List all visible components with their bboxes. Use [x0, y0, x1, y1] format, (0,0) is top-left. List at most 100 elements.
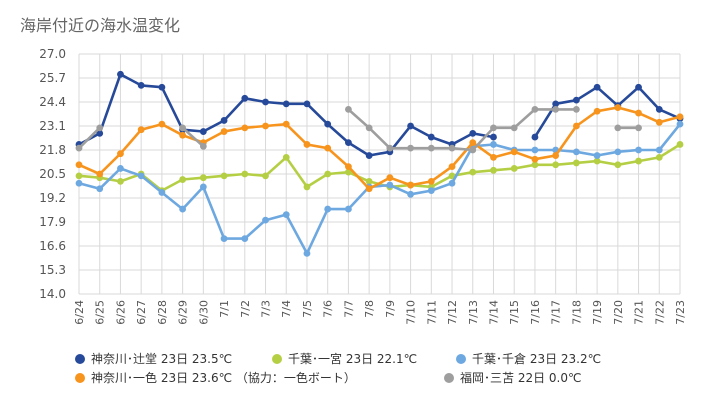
data-point — [96, 129, 104, 137]
data-point — [241, 235, 249, 243]
data-point — [655, 153, 663, 161]
y-tick-label: 27.0 — [39, 47, 66, 61]
data-point — [572, 122, 580, 130]
y-tick-label: 21.8 — [39, 143, 66, 157]
y-tick-label: 17.9 — [39, 215, 66, 229]
series-line — [347, 108, 578, 152]
data-point — [220, 172, 228, 180]
data-point — [531, 155, 539, 163]
y-axis-ticks: 14.0 15.3 16.6 17.9 19.2 20.5 21.8 23.1 24.4 25.7… — [39, 47, 66, 301]
data-point — [593, 152, 601, 159]
x-tick-label: 7/10 — [405, 300, 418, 325]
data-point — [676, 113, 684, 121]
x-tick-label: 7/12 — [446, 300, 459, 325]
data-point — [137, 172, 145, 180]
data-point — [386, 144, 394, 152]
data-point — [614, 124, 622, 132]
data-point — [262, 172, 269, 180]
y-tick-label: 19.2 — [39, 191, 66, 205]
x-tick-label: 6/26 — [114, 300, 127, 325]
data-point — [552, 161, 560, 169]
x-tick-label: 7/3 — [260, 300, 273, 318]
data-point — [241, 170, 249, 178]
data-point — [158, 189, 166, 196]
data-point — [593, 107, 601, 115]
x-tick-label: 7/13 — [467, 300, 480, 325]
data-point — [552, 152, 560, 159]
data-point — [676, 141, 684, 148]
legend: 神奈川･辻堂 23日 23.5℃ 千葉･一宮 23日 22.1℃ 千葉･千倉 23日… — [75, 351, 601, 385]
x-tick-label: 7/11 — [425, 300, 438, 325]
x-tick-label: 7/16 — [529, 300, 542, 325]
y-tick-label: 16.6 — [39, 239, 66, 253]
data-point — [199, 128, 207, 135]
data-point — [572, 159, 580, 167]
data-point — [593, 83, 601, 91]
data-point — [572, 148, 580, 156]
data-point — [469, 139, 477, 147]
legend-label: 千葉･一宮 23日 22.1℃ — [288, 351, 417, 366]
x-tick-label: 7/20 — [612, 300, 625, 325]
data-point — [75, 172, 83, 180]
legend-label: 神奈川･辻堂 23日 23.5℃ — [91, 352, 232, 366]
x-tick-label: 7/17 — [550, 300, 563, 325]
data-point — [676, 120, 684, 128]
data-point — [365, 152, 373, 159]
data-point — [282, 153, 290, 161]
data-point — [117, 165, 124, 172]
data-point — [303, 141, 311, 148]
data-point — [282, 120, 290, 128]
x-tick-label: 6/24 — [73, 300, 86, 325]
grid — [78, 53, 681, 295]
data-point — [635, 83, 642, 91]
x-tick-label: 7/2 — [239, 300, 252, 318]
data-point — [345, 105, 352, 113]
data-point — [303, 249, 311, 257]
data-point — [324, 144, 332, 152]
data-point — [96, 170, 104, 178]
series-line — [77, 122, 682, 255]
data-point — [531, 161, 539, 169]
data-point — [655, 118, 663, 126]
data-point — [469, 146, 477, 154]
data-point — [448, 144, 456, 152]
x-axis-ticks: 6/24 6/25 6/26 6/27 6/28 6/29 6/30 7/1 7/2 7/3 7/4… — [73, 300, 687, 325]
legend-item: 神奈川･一色 23日 23.6℃ （協力：一色ボート） — [75, 370, 356, 385]
data-point — [365, 124, 373, 132]
data-point — [220, 117, 228, 124]
x-tick-label: 6/30 — [197, 300, 210, 325]
legend-label: 神奈川･一色 23日 23.6℃ （協力：一色ボート） — [91, 370, 356, 385]
x-tick-label: 6/25 — [94, 300, 107, 325]
legend-item: 福岡･三苫 22日 0.0℃ — [444, 370, 581, 385]
data-point — [510, 165, 518, 172]
data-point — [531, 133, 539, 141]
legend-marker — [444, 373, 454, 383]
x-tick-label: 7/6 — [322, 300, 335, 318]
data-point — [345, 163, 352, 171]
legend-marker — [456, 354, 466, 364]
data-point — [324, 170, 332, 178]
x-tick-label: 7/7 — [342, 300, 355, 318]
data-point — [179, 124, 187, 132]
data-point — [220, 128, 228, 135]
data-point — [510, 148, 518, 156]
data-point — [365, 177, 373, 185]
series-line — [533, 85, 682, 139]
legend-marker — [75, 373, 85, 383]
data-point — [117, 177, 124, 185]
chart-title: 海岸付近の海水温変化 — [20, 16, 180, 35]
data-point — [531, 146, 539, 154]
data-point — [427, 177, 435, 185]
data-point — [427, 187, 435, 195]
x-tick-label: 7/5 — [301, 300, 314, 318]
legend-item: 神奈川･辻堂 23日 23.5℃ — [75, 352, 232, 366]
x-tick-label: 7/21 — [633, 300, 646, 325]
x-tick-label: 7/18 — [570, 300, 583, 325]
data-point — [365, 185, 373, 193]
data-point — [448, 179, 456, 187]
data-point — [324, 205, 332, 213]
data-point — [262, 122, 269, 130]
x-tick-label: 7/4 — [280, 300, 293, 318]
data-point — [552, 100, 560, 108]
